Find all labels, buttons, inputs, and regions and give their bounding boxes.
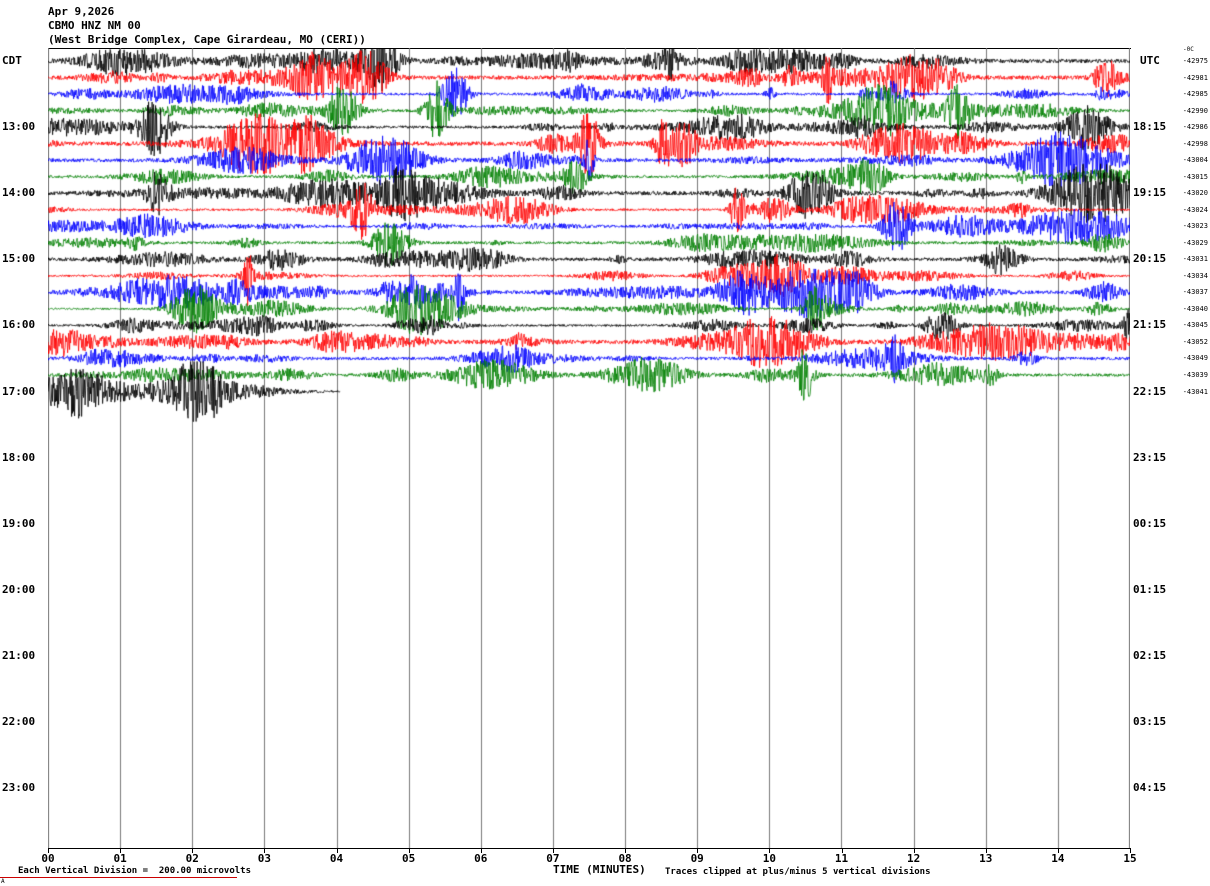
right-time-label: 18:15 — [1133, 120, 1167, 134]
trace-offset-label: -43041 — [1182, 387, 1208, 396]
left-time-label: 19:00 — [2, 516, 36, 530]
minute-label: 11 — [834, 852, 849, 865]
right-time-label: 02:15 — [1133, 648, 1167, 662]
trace-offset-label: -43049 — [1182, 354, 1208, 363]
left-time-label: 16:00 — [2, 318, 36, 332]
axis-tick — [552, 849, 554, 853]
trace-offset-label: -43040 — [1182, 304, 1208, 313]
trace-offset-label: -42985 — [1182, 90, 1208, 99]
axis-tick — [480, 849, 482, 853]
minute-label: 09 — [690, 852, 704, 865]
axis-tick — [48, 849, 49, 853]
minute-label: 07 — [546, 852, 560, 865]
right-timezone-label: UTC — [1140, 54, 1160, 67]
trace-offset-label: -43024 — [1182, 205, 1208, 214]
right-time-label: 19:15 — [1133, 186, 1167, 200]
minute-label: 10 — [762, 852, 776, 865]
left-time-label: 14:00 — [2, 186, 36, 200]
trace-offset-label: -43039 — [1182, 370, 1208, 379]
trace-offset-label: -42998 — [1182, 139, 1208, 148]
trace-offset-label: -43020 — [1182, 189, 1208, 198]
right-time-label: 21:15 — [1133, 318, 1167, 332]
axis-tick — [408, 849, 410, 853]
trace-offset-label: -42990 — [1182, 106, 1208, 115]
clip-note: Traces clipped at plus/minus 5 vertical … — [665, 867, 931, 877]
axis-tick — [769, 849, 771, 853]
header-station: CBMO HNZ NM 00 — [48, 19, 141, 32]
left-time-label: 18:00 — [2, 450, 36, 464]
axis-tick — [913, 849, 915, 853]
trace-offset-label: -43004 — [1182, 156, 1208, 165]
minute-label: 03 — [257, 852, 272, 865]
trace-offset-label: -42986 — [1182, 123, 1208, 132]
minute-label: 00 — [41, 852, 55, 865]
right-time-label: 23:15 — [1133, 450, 1167, 464]
minute-label: 08 — [618, 852, 632, 865]
axis-tick — [336, 849, 338, 853]
minute-label: 13 — [979, 852, 993, 865]
axis-tick — [120, 849, 122, 853]
corner-glyph: A — [1, 878, 5, 885]
right-time-label: 00:15 — [1133, 516, 1167, 530]
trace-offset-label: -43045 — [1182, 321, 1208, 330]
header: Apr 9,2026 CBMO HNZ NM 00 (West Bridge C… — [48, 5, 366, 47]
trace-offset-label: -43052 — [1182, 337, 1208, 346]
minute-label: 12 — [906, 852, 921, 865]
left-time-label: 15:00 — [2, 252, 36, 266]
trace-offset-label: -43034 — [1182, 271, 1208, 280]
left-time-label: 23:00 — [2, 781, 36, 795]
x-axis-title: TIME (MINUTES) — [553, 863, 646, 876]
axis-tick — [841, 849, 843, 853]
scale-note: Each Vertical Division = 200.00 microvol… — [18, 866, 251, 876]
axis-tick — [697, 849, 699, 853]
trace-offset-label: -43029 — [1182, 238, 1208, 247]
minute-label: 04 — [329, 852, 344, 865]
minute-label: 06 — [474, 852, 488, 865]
minute-label: 02 — [185, 852, 199, 865]
axis-tick — [1057, 849, 1059, 853]
trace-offset-label: -43023 — [1182, 222, 1208, 231]
axis-tick — [625, 849, 627, 853]
right-time-label: 03:15 — [1133, 715, 1167, 728]
trace-offset-label: -43015 — [1182, 172, 1208, 181]
axis-tick — [264, 849, 266, 853]
right-time-label: 04:15 — [1133, 781, 1167, 795]
top-right-note: -0C — [1183, 46, 1194, 53]
axis-tick — [985, 849, 987, 853]
left-timezone-label: CDT — [2, 54, 22, 67]
axis-tick — [1130, 849, 1131, 853]
header-location: (West Bridge Complex, Cape Girardeau, MO… — [48, 33, 366, 46]
minute-label: 14 — [1051, 852, 1065, 865]
left-time-label: 20:00 — [2, 582, 36, 596]
footer-red-line — [0, 877, 237, 878]
left-time-label: 22:00 — [2, 715, 36, 728]
left-time-label: 17:00 — [2, 384, 36, 398]
right-time-label: 22:15 — [1133, 384, 1167, 398]
header-date: Apr 9,2026 — [48, 5, 115, 18]
minute-label: 05 — [402, 852, 416, 865]
seismogram-plot-canvas — [48, 48, 1130, 848]
left-time-label: 21:00 — [2, 648, 36, 662]
minute-label: 15 — [1123, 852, 1137, 865]
trace-offset-label: -42981 — [1182, 73, 1208, 82]
left-time-label: 13:00 — [2, 120, 36, 134]
right-time-label: 01:15 — [1133, 582, 1167, 596]
trace-offset-label: -43031 — [1182, 255, 1208, 264]
axis-tick — [192, 849, 194, 853]
minute-label: 01 — [113, 852, 127, 865]
trace-offset-label: -42975 — [1182, 57, 1208, 65]
trace-offset-label: -43037 — [1182, 288, 1208, 297]
right-time-label: 20:15 — [1133, 252, 1167, 266]
x-axis-line — [48, 848, 1131, 849]
